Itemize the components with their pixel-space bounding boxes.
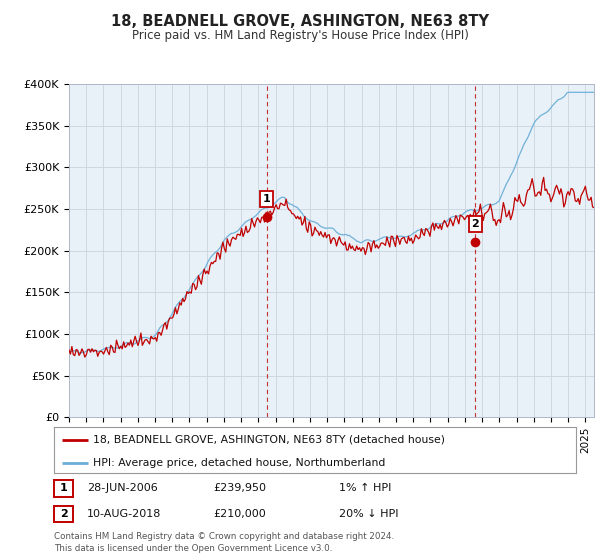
Text: 1% ↑ HPI: 1% ↑ HPI [339,483,391,493]
Text: 10-AUG-2018: 10-AUG-2018 [87,509,161,519]
Text: 1: 1 [263,194,271,204]
Text: 20% ↓ HPI: 20% ↓ HPI [339,509,398,519]
Text: 18, BEADNELL GROVE, ASHINGTON, NE63 8TY: 18, BEADNELL GROVE, ASHINGTON, NE63 8TY [111,14,489,29]
Text: £210,000: £210,000 [213,509,266,519]
Text: 1: 1 [60,483,67,493]
Text: Price paid vs. HM Land Registry's House Price Index (HPI): Price paid vs. HM Land Registry's House … [131,29,469,42]
Text: £239,950: £239,950 [213,483,266,493]
Text: HPI: Average price, detached house, Northumberland: HPI: Average price, detached house, Nort… [93,458,386,468]
Text: 18, BEADNELL GROVE, ASHINGTON, NE63 8TY (detached house): 18, BEADNELL GROVE, ASHINGTON, NE63 8TY … [93,435,445,445]
Text: 2: 2 [472,219,479,229]
Text: Contains HM Land Registry data © Crown copyright and database right 2024.
This d: Contains HM Land Registry data © Crown c… [54,533,394,553]
Text: 2: 2 [60,509,67,519]
Text: 28-JUN-2006: 28-JUN-2006 [87,483,158,493]
